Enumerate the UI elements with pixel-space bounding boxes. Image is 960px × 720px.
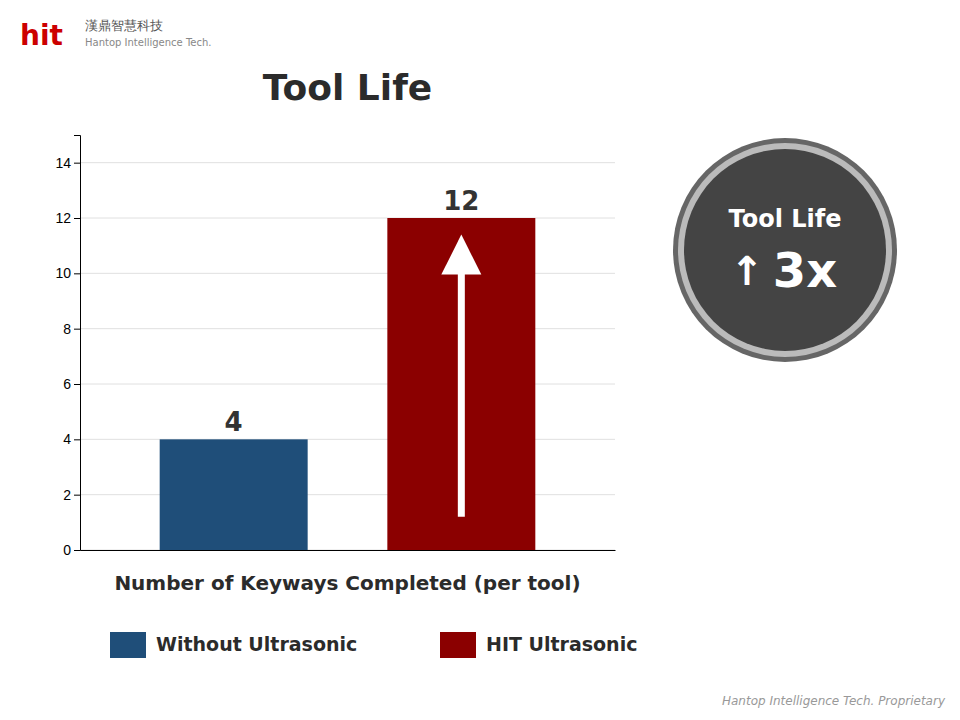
y-tick: 12 bbox=[55, 210, 80, 226]
legend-label: HIT Ultrasonic bbox=[486, 633, 637, 655]
badge-arrow: ↑ bbox=[730, 248, 764, 294]
chart: 0 2 4 6 8 10 12 14 4 12 Tool Life Number of Keyways… bbox=[0, 0, 960, 720]
bars bbox=[160, 218, 536, 550]
y-tick-mark bbox=[74, 273, 80, 274]
y-tick-label: 8 bbox=[63, 321, 71, 337]
badge-fill bbox=[684, 149, 886, 351]
y-tick: 0 bbox=[63, 542, 80, 558]
bar bbox=[160, 439, 308, 550]
legend: Without Ultrasonic HIT Ultrasonic bbox=[110, 632, 637, 658]
y-tick-mark bbox=[74, 163, 80, 164]
data-label: 12 bbox=[443, 186, 479, 216]
arrow bbox=[441, 235, 481, 517]
plot: 0 2 4 6 8 10 12 14 4 12 bbox=[55, 136, 615, 558]
logo: hit bbox=[20, 19, 63, 52]
y-tick-label: 10 bbox=[55, 265, 71, 281]
y-tick-mark bbox=[74, 439, 80, 440]
grid-line bbox=[80, 162, 615, 163]
title: Tool Life bbox=[263, 67, 432, 108]
y-tick: 4 bbox=[63, 431, 80, 447]
legend-item: HIT Ultrasonic bbox=[440, 632, 637, 658]
y-tick-label: 6 bbox=[63, 376, 71, 392]
y-tick-mark bbox=[74, 384, 80, 385]
arrow-shaft bbox=[458, 267, 465, 517]
y-tick-mark bbox=[74, 495, 80, 496]
data-label: 4 bbox=[225, 407, 243, 437]
badge-text: Tool Life bbox=[729, 205, 842, 233]
x-axis bbox=[81, 550, 616, 551]
x-axis-line bbox=[81, 550, 616, 551]
logo-subtitle: Hantop Intelligence Tech. bbox=[85, 37, 212, 48]
badge-ring bbox=[678, 143, 892, 357]
y-tick-label: 4 bbox=[63, 431, 71, 447]
y-tick-mark bbox=[74, 550, 80, 551]
y-tick-label: 14 bbox=[55, 155, 71, 171]
badge-value: 3x bbox=[773, 242, 837, 298]
arrow-head bbox=[441, 235, 481, 275]
watermark: Hantop Intelligence Tech. Proprietary bbox=[722, 694, 946, 708]
y-tick: 6 bbox=[63, 376, 80, 392]
legend-swatch bbox=[110, 632, 146, 658]
logo-name: 漢鼎智慧科技 bbox=[85, 18, 163, 33]
y-tick: 10 bbox=[55, 265, 80, 281]
y-axis-line bbox=[74, 136, 81, 551]
y-tick: 8 bbox=[63, 321, 80, 337]
y-tick-label: 2 bbox=[63, 487, 71, 503]
y-tick: 2 bbox=[63, 487, 80, 503]
badge-border bbox=[673, 138, 897, 362]
y-tick-mark bbox=[74, 218, 80, 219]
legend-swatch bbox=[440, 632, 476, 658]
y-tick: 14 bbox=[55, 155, 80, 171]
bar bbox=[387, 218, 535, 550]
legend-label: Without Ultrasonic bbox=[156, 633, 357, 655]
grid bbox=[80, 163, 615, 550]
data-labels: 4 12 bbox=[225, 186, 480, 437]
y-axis: 0 2 4 6 8 10 12 14 bbox=[55, 136, 80, 558]
y-tick-mark bbox=[74, 329, 80, 330]
y-tick-label: 0 bbox=[63, 542, 71, 558]
legend-item: Without Ultrasonic bbox=[110, 632, 357, 658]
badge: Tool Life ↑3x bbox=[673, 138, 897, 362]
x-axis-title: Number of Keyways Completed (per tool) bbox=[114, 571, 580, 595]
y-tick-label: 12 bbox=[55, 210, 71, 226]
